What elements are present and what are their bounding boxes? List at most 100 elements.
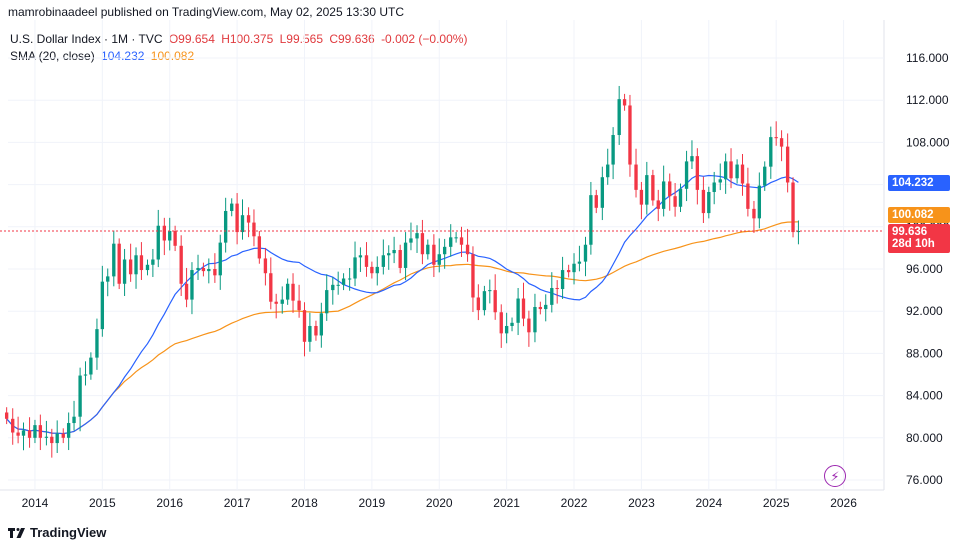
candle-body bbox=[387, 253, 391, 256]
candle-body bbox=[729, 161, 733, 179]
candle-body bbox=[89, 357, 93, 375]
publisher-line: mamrobinaadeel published on TradingView.… bbox=[8, 5, 405, 19]
candle-body bbox=[78, 375, 82, 417]
candle-body bbox=[353, 257, 357, 279]
candle-body bbox=[341, 278, 346, 285]
candle-body bbox=[459, 237, 464, 245]
candle-body bbox=[437, 254, 441, 265]
candle bbox=[684, 150, 689, 202]
x-tick-label: 2026 bbox=[830, 496, 857, 510]
candle bbox=[785, 133, 790, 193]
candle-body bbox=[274, 301, 278, 304]
candle-body bbox=[476, 297, 481, 311]
candle-body bbox=[201, 267, 206, 272]
candle-body bbox=[774, 137, 778, 139]
candle-body bbox=[791, 182, 795, 233]
candle-body bbox=[257, 236, 262, 259]
candle bbox=[297, 284, 301, 318]
y-tick-label: 116.000 bbox=[906, 51, 949, 65]
candle bbox=[134, 247, 138, 289]
candle bbox=[100, 265, 105, 337]
candle-body bbox=[482, 291, 487, 311]
candle bbox=[651, 169, 655, 206]
candle-body bbox=[336, 284, 340, 286]
candle-body bbox=[27, 430, 32, 438]
candle-body bbox=[196, 267, 200, 271]
candle bbox=[11, 408, 15, 445]
candle-body bbox=[325, 290, 329, 314]
candle-body bbox=[504, 325, 509, 334]
candle-body bbox=[769, 137, 773, 167]
candle-body bbox=[156, 225, 160, 260]
candle bbox=[668, 173, 672, 211]
candle-body bbox=[454, 237, 458, 239]
x-tick-label: 2018 bbox=[291, 496, 318, 510]
candle bbox=[207, 258, 211, 284]
candle bbox=[442, 238, 447, 269]
candle-body bbox=[521, 298, 526, 319]
candle bbox=[4, 407, 9, 425]
candle-body bbox=[695, 156, 700, 190]
candle bbox=[347, 267, 352, 291]
candle-body bbox=[145, 264, 150, 271]
sma-fast-path bbox=[6, 174, 799, 435]
candle-body bbox=[779, 138, 784, 147]
x-tick-label: 2025 bbox=[763, 496, 790, 510]
candle-body bbox=[168, 231, 172, 241]
y-tick-label: 108.000 bbox=[906, 135, 950, 149]
y-tick-label: 88.000 bbox=[906, 346, 943, 360]
sma-label[interactable]: SMA (20, close) bbox=[10, 49, 95, 63]
candle-body bbox=[752, 208, 756, 219]
candle bbox=[302, 302, 307, 357]
candle bbox=[89, 352, 93, 380]
candle bbox=[252, 209, 256, 247]
footer-brand[interactable]: TradingView bbox=[8, 525, 106, 540]
sma-fast-price-tag: 104.232 bbox=[888, 175, 950, 191]
candle-body bbox=[112, 243, 116, 277]
candle bbox=[341, 273, 346, 291]
candle bbox=[44, 420, 49, 446]
candle bbox=[139, 242, 144, 280]
candle bbox=[263, 247, 268, 286]
candle bbox=[230, 198, 234, 217]
candle-body bbox=[269, 273, 273, 302]
candle bbox=[476, 284, 481, 321]
candle-body bbox=[510, 322, 514, 326]
candle bbox=[336, 271, 340, 295]
candle-body bbox=[83, 374, 88, 376]
legend-ohlc: U.S. Dollar Index · 1M · TVC O99.654 H10… bbox=[10, 32, 470, 46]
candle bbox=[712, 171, 716, 205]
candle-body bbox=[55, 433, 59, 444]
candle bbox=[392, 236, 396, 264]
candle-body bbox=[707, 191, 711, 214]
candle bbox=[156, 209, 160, 268]
candle bbox=[740, 154, 745, 196]
candle bbox=[179, 235, 183, 297]
candle bbox=[269, 257, 273, 310]
lightning-icon[interactable]: ⚡ bbox=[824, 465, 846, 487]
candle bbox=[325, 274, 329, 321]
grid bbox=[0, 20, 885, 491]
candle bbox=[364, 242, 369, 277]
candle bbox=[415, 225, 419, 253]
candle-body bbox=[66, 423, 71, 438]
candle bbox=[488, 279, 492, 304]
candle-body bbox=[645, 175, 649, 205]
tradingview-logo-icon bbox=[8, 527, 25, 538]
candle-body bbox=[668, 181, 672, 197]
candle bbox=[168, 217, 172, 251]
candle bbox=[358, 247, 363, 272]
candle bbox=[504, 312, 509, 344]
open-value: O99.654 bbox=[168, 32, 215, 46]
candle bbox=[128, 243, 133, 282]
symbol-label[interactable]: U.S. Dollar Index · 1M · TVC bbox=[10, 32, 163, 46]
candle bbox=[218, 234, 222, 290]
candle-body bbox=[364, 255, 369, 267]
candle-body bbox=[432, 244, 436, 265]
candle-body bbox=[442, 246, 447, 255]
candle-body bbox=[151, 259, 155, 265]
candle-body bbox=[95, 329, 99, 358]
candle bbox=[308, 312, 312, 352]
candle-body bbox=[122, 259, 127, 284]
